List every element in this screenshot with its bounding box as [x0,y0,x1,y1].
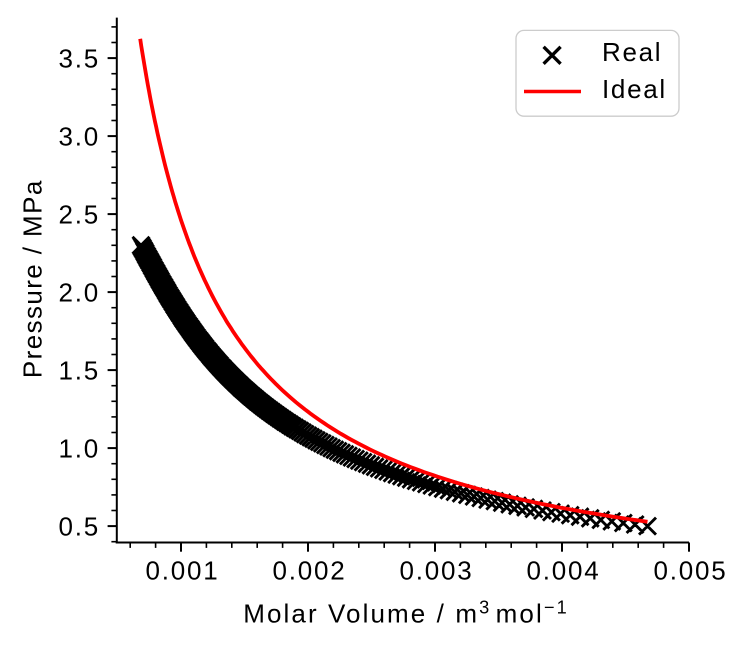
svg-text:0.5: 0.5 [58,512,100,542]
svg-text:Molar Volume / m3 mol−1: Molar Volume / m3 mol−1 [243,598,569,629]
svg-text:1.5: 1.5 [58,356,100,386]
svg-text:2.0: 2.0 [58,278,100,308]
svg-text:Pressure / MPa: Pressure / MPa [18,179,48,378]
svg-text:Ideal: Ideal [602,74,667,104]
svg-text:0.005: 0.005 [653,556,727,586]
svg-text:3.5: 3.5 [58,44,100,74]
svg-text:0.004: 0.004 [526,556,600,586]
svg-text:2.5: 2.5 [58,200,100,230]
svg-text:1.0: 1.0 [58,434,100,464]
svg-text:0.002: 0.002 [272,556,346,586]
svg-text:Real: Real [602,37,662,67]
svg-text:0.001: 0.001 [145,556,219,586]
svg-text:3.0: 3.0 [58,122,100,152]
svg-text:0.003: 0.003 [399,556,473,586]
